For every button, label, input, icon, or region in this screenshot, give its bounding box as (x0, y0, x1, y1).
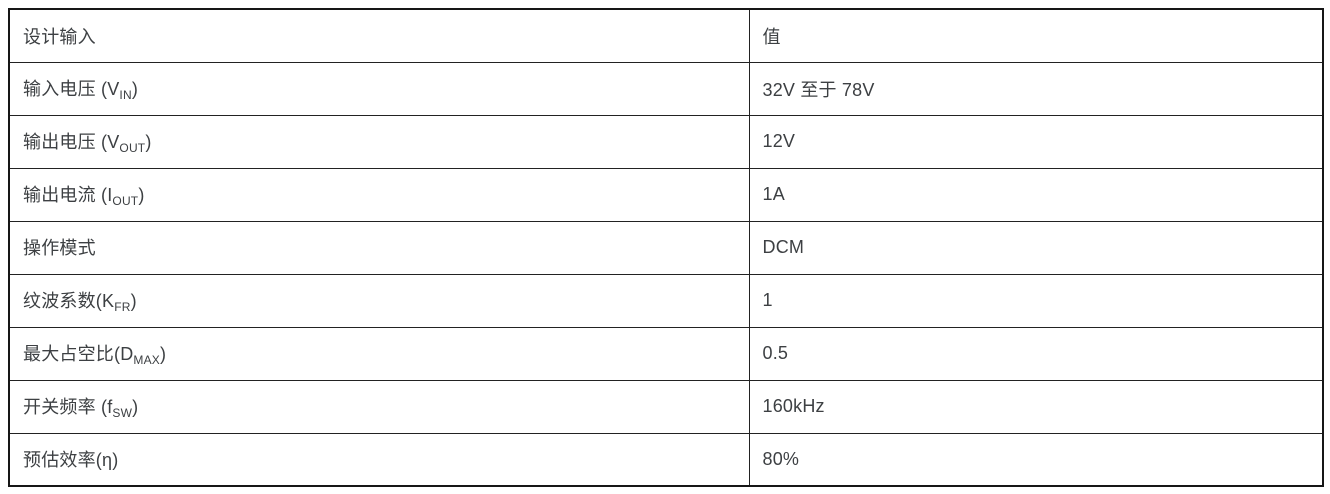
param-subscript: MAX (133, 353, 161, 367)
param-value-cell: 80% (748, 432, 1324, 487)
param-label: 最大占空比(D (23, 344, 134, 364)
table-row: 输入电压 (VIN) 32V 至于 78V (8, 61, 1324, 116)
param-label-suffix: ) (131, 79, 139, 99)
header-design-input-label: 设计输入 (23, 26, 96, 47)
param-subscript: FR (114, 300, 131, 314)
table-row: 操作模式 DCM (8, 220, 1324, 275)
param-value: 1 (762, 290, 773, 310)
param-label-suffix: ) (130, 291, 137, 311)
table-row: 开关频率 (fSW) 160kHz (8, 379, 1324, 434)
param-subscript: SW (112, 406, 133, 420)
param-label-cell: 输出电流 (IOUT) (8, 167, 750, 222)
param-label-cell: 操作模式 (8, 220, 750, 275)
header-design-input: 设计输入 (8, 8, 750, 63)
param-label-cell: 最大占空比(DMAX) (8, 326, 750, 381)
table-row: 纹波系数(KFR) 1 (8, 273, 1324, 328)
param-label: 输出电流 (I (23, 185, 113, 205)
param-label-cell: 输入电压 (VIN) (8, 61, 750, 116)
param-label: 输入电压 (V (23, 79, 120, 99)
param-label-cell: 开关频率 (fSW) (8, 379, 750, 434)
design-inputs-table: 设计输入 值 输入电压 (VIN) 32V 至于 78V 输出电压 (VOUT)… (8, 8, 1324, 487)
param-value-cell: 1A (748, 167, 1324, 222)
param-label-cell: 预估效率(η) (8, 432, 750, 487)
param-label-cell: 输出电压 (VOUT) (8, 114, 750, 169)
param-subscript: OUT (119, 141, 146, 155)
table-row: 预估效率(η) 80% (8, 432, 1324, 487)
param-label: 输出电压 (V (23, 132, 120, 152)
param-value-cell: 160kHz (748, 379, 1324, 434)
design-inputs-table-container: 设计输入 值 输入电压 (VIN) 32V 至于 78V 输出电压 (VOUT)… (8, 8, 1324, 487)
param-value-cell: 0.5 (748, 326, 1324, 381)
table-row: 输出电流 (IOUT) 1A (8, 167, 1324, 222)
param-value: 80% (762, 448, 800, 469)
param-label-suffix: ) (138, 185, 145, 205)
param-value: 12V (762, 131, 796, 151)
header-value: 值 (748, 8, 1324, 63)
param-label-cell: 纹波系数(KFR) (8, 273, 750, 328)
param-value-cell: DCM (748, 220, 1324, 275)
param-value: 160kHz (762, 396, 825, 416)
table-row: 最大占空比(DMAX) 0.5 (8, 326, 1324, 381)
param-value-cell: 32V 至于 78V (748, 61, 1324, 116)
param-label: 操作模式 (23, 238, 96, 258)
param-label: 纹波系数(K (23, 291, 115, 311)
param-value-cell: 12V (748, 114, 1324, 169)
param-value: 1A (762, 184, 785, 204)
param-value: 32V 至于 78V (762, 79, 875, 100)
param-label-suffix: ) (132, 397, 139, 417)
table-header-row: 设计输入 值 (8, 8, 1324, 63)
param-value: 0.5 (762, 343, 789, 363)
table-row: 输出电压 (VOUT) 12V (8, 114, 1324, 169)
param-label: 预估效率(η) (23, 449, 119, 470)
param-label-suffix: ) (160, 344, 167, 364)
param-value: DCM (762, 237, 805, 257)
param-value-cell: 1 (748, 273, 1324, 328)
param-subscript: IN (119, 88, 132, 102)
param-label-suffix: ) (145, 132, 152, 152)
header-value-label: 值 (762, 26, 781, 47)
param-label: 开关频率 (f (23, 397, 113, 417)
param-subscript: OUT (112, 194, 139, 208)
